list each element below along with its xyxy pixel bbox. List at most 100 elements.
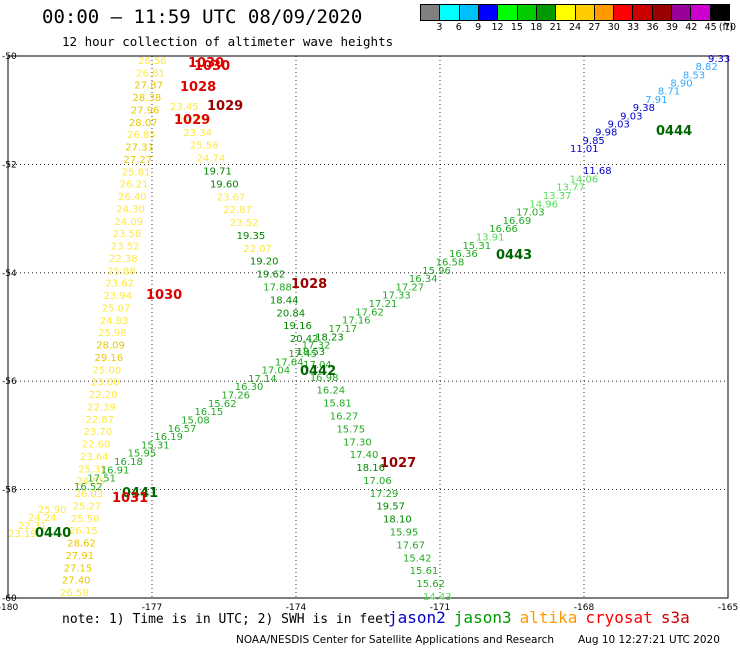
jason2-observation: 9.85 (583, 136, 605, 147)
altika-observation: 23.19 (8, 529, 37, 540)
color-scale-tick: (ft) (718, 22, 734, 33)
altika-observation: 22.31 (18, 521, 47, 532)
altika-observation: 26.58 (60, 588, 89, 599)
longitude-label: -165 (718, 603, 738, 610)
altika-observation: 25.32 (78, 464, 107, 475)
jason3-observation: 13.37 (543, 191, 572, 202)
jason3-observation: 18.23 (315, 332, 344, 343)
cryosat-observation: 18.10 (383, 515, 412, 526)
jason3-observation: 17.14 (248, 374, 277, 385)
latitude-label: -54 (2, 269, 17, 279)
altika-observation: 27.40 (62, 576, 91, 587)
jason3-observation: 16.52 (74, 482, 103, 493)
footer-note: note: 1) Time is in UTC; 2) SWH is in fe… (62, 612, 391, 627)
latitude-label: -58 (2, 486, 17, 496)
page-subtitle: 12 hour collection of altimeter wave hei… (62, 34, 394, 49)
jason3-observation: 17.64 (275, 357, 304, 368)
jason2-observation: 9.33 (708, 54, 730, 65)
color-swatch (478, 5, 499, 20)
jason2-observation: 9.03 (620, 111, 642, 122)
latitude-label: -50 (2, 52, 17, 62)
jason3-observation: 17.51 (87, 474, 116, 485)
cryosat-observation: 19.60 (210, 179, 239, 190)
altika-observation: 27.27 (123, 155, 152, 166)
jason3-observation: 15.31 (462, 241, 491, 252)
jason2-observation: 11.01 (570, 144, 599, 155)
altika-observation: 23.62 (105, 279, 134, 290)
legend-jason2: jason2 (388, 608, 446, 627)
color-scale-tick: 12 (491, 22, 504, 33)
jason3-observation: 16.30 (235, 382, 264, 393)
satellite-legend: jason2 jason3 altika cryosat s3a (388, 608, 698, 627)
jason3-observation: 15.96 (422, 266, 451, 277)
cryosat-observation: 19.57 (376, 502, 405, 513)
color-scale-tick: 6 (455, 22, 462, 33)
legend-jason3: jason3 (453, 608, 512, 627)
cryosat-observation: 16.98 (310, 373, 339, 384)
jason2-observation: 8.71 (658, 87, 680, 98)
color-scale-tick: 42 (685, 22, 698, 33)
cryosat-observation: 14.43 (423, 592, 452, 603)
jason3-observation: 17.03 (516, 208, 545, 219)
color-scale-ticks: 3 6 9 12 15 18 21 24 27 30 33 36 39 42 45 70 (ft) (420, 22, 736, 36)
pass-label: 1030 (194, 59, 230, 74)
jason3-observation: 17.27 (395, 282, 424, 293)
color-scale-tick: 18 (530, 22, 543, 33)
jason3-observation: 17.33 (382, 291, 411, 302)
jason3-observation: 11.68 (583, 166, 612, 177)
altika-observation: 26.15 (69, 526, 98, 537)
jason3-observation: 13.91 (476, 233, 505, 244)
longitude-label: -171 (430, 603, 450, 610)
altika-observation: 28.62 (67, 539, 96, 550)
color-swatch (710, 5, 729, 20)
jason3-observation: 14.96 (529, 199, 558, 210)
color-swatch (498, 5, 518, 20)
altika-observation: 26.85 (127, 130, 156, 141)
altika-observation: 23.94 (104, 291, 133, 302)
cryosat-observation: 17.30 (343, 437, 372, 448)
altika-observation: 26.81 (136, 68, 165, 79)
altika-observation: 27.31 (125, 143, 154, 154)
altika-observation: 26.21 (120, 180, 149, 191)
timestamp-text: Aug 10 12:27:21 UTC 2020 (578, 634, 720, 646)
altika-observation: 28.07 (129, 118, 158, 129)
altika-observation: 23.64 (80, 452, 109, 463)
altika-observation: 24.09 (114, 217, 143, 228)
altika-observation: 27.87 (134, 81, 163, 92)
color-scale-tick: 27 (588, 22, 601, 33)
cryosat-observation: 17.29 (370, 489, 399, 500)
jason3-observation: 16.91 (101, 465, 130, 476)
pass-label: 1029 (174, 113, 210, 128)
color-swatch (517, 5, 537, 20)
jason3-observation: 17.04 (262, 366, 291, 377)
longitude-label: -177 (142, 603, 162, 610)
longitude-label: -180 (0, 603, 18, 610)
cryosat-observation: 24.33 (177, 115, 206, 126)
jason2-observation: 8.53 (683, 70, 705, 81)
color-scale-tick: 9 (475, 22, 482, 33)
altika-observation: 26.40 (118, 192, 147, 203)
altika-observation: 22.87 (85, 415, 114, 426)
cryosat-observation: 20.84 (277, 308, 306, 319)
color-swatch (652, 5, 673, 20)
altika-observation: 23.00 (91, 378, 120, 389)
jason3-observation: 16.57 (168, 424, 197, 435)
latitude-label: -60 (2, 594, 17, 604)
color-swatch (459, 5, 479, 20)
cryosat-observation: 17.04 (303, 360, 332, 371)
altika-observation: 24.30 (116, 204, 145, 215)
cryosat-observation: 15.81 (323, 399, 352, 410)
jason2-observation: 9.98 (595, 128, 617, 139)
jason3-observation: 17.26 (221, 391, 250, 402)
cryosat-observation: 23.34 (183, 128, 212, 139)
jason3-observation: 16.69 (503, 216, 532, 227)
cryosat-observation: 16.24 (316, 386, 345, 397)
color-scale-bar (420, 4, 730, 21)
cryosat-observation: 18.44 (270, 295, 299, 306)
cryosat-observation: 15.61 (410, 566, 439, 577)
cryosat-observation: 23.52 (230, 218, 259, 229)
pass-label: 1029 (207, 99, 243, 114)
pass-label: 0444 (656, 124, 692, 139)
cryosat-observation: 23.67 (217, 192, 246, 203)
